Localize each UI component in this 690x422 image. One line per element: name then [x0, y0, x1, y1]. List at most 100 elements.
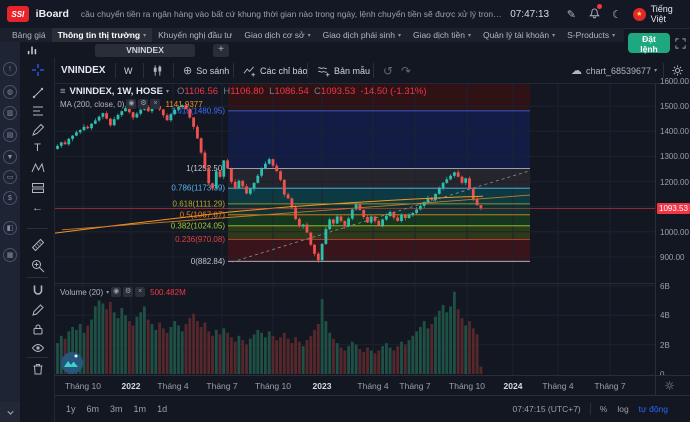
- time-axis-label: Tháng 7: [594, 381, 626, 391]
- candle-style-icon[interactable]: [151, 58, 168, 83]
- chart-panel-icon[interactable]: [26, 44, 40, 57]
- volume-axis-label: 6B: [660, 281, 670, 291]
- undo-icon[interactable]: ↺: [383, 63, 394, 78]
- ma-eye-icon[interactable]: ◉: [126, 99, 137, 109]
- notification-bell-icon[interactable]: [587, 4, 603, 22]
- chart-pane[interactable]: 1.618(1480.95) 1(1252.50) 0.786(1173.39) 0.…: [55, 84, 655, 376]
- place-order-button[interactable]: Đặt lệnh: [628, 33, 670, 54]
- ma-close-icon[interactable]: ×: [150, 99, 161, 109]
- range-button-3m[interactable]: 3m: [110, 404, 123, 414]
- chart-bottom-bar: 1y 6m 3m 1m 1d 07:47:15 (UTC+7) % log tự độn…: [55, 395, 690, 422]
- axis-settings-corner: [655, 375, 690, 395]
- symbol-button[interactable]: VNINDEX: [61, 65, 106, 76]
- remove-drawings-icon[interactable]: [30, 362, 45, 377]
- dark-mode-moon-icon[interactable]: ☾: [611, 8, 622, 21]
- time-axis[interactable]: Tháng 10 2022 Tháng 4 Tháng 7 Tháng 10 2023 Th…: [55, 375, 655, 395]
- drawing-mode-icon[interactable]: [30, 303, 45, 318]
- volume-settings-icon[interactable]: ⚙: [123, 287, 134, 297]
- chart-layout-button[interactable]: ☁ chart_68539677 ▾: [571, 65, 658, 77]
- magnet-icon[interactable]: [30, 284, 45, 299]
- menu-item-1[interactable]: Bảng giá: [12, 30, 46, 40]
- menu-item-5[interactable]: Giao dịch phái sinh ▾: [322, 30, 401, 40]
- alert-icon[interactable]: !: [3, 62, 17, 76]
- range-button-6m[interactable]: 6m: [86, 404, 100, 414]
- range-button-1y[interactable]: 1y: [66, 404, 76, 414]
- language-label[interactable]: Tiếng Việt: [650, 4, 673, 24]
- range-button-1m[interactable]: 1m: [133, 404, 147, 414]
- volume-eye-icon[interactable]: ◉: [111, 287, 122, 297]
- zoom-in-icon[interactable]: [30, 259, 45, 274]
- language-flag-icon[interactable]: ★: [632, 7, 646, 21]
- interval-button[interactable]: W: [124, 65, 133, 76]
- add-tab-button[interactable]: +: [213, 44, 229, 57]
- volume-label[interactable]: Volume (20): [60, 287, 104, 297]
- crosshair-icon[interactable]: [30, 63, 45, 78]
- watchlist-chart-icon[interactable]: ▤: [3, 128, 17, 142]
- fib-retracement-icon[interactable]: [30, 104, 45, 119]
- menu-item-4[interactable]: Giao dịch cơ sở ▾: [244, 30, 311, 40]
- pen-icon[interactable]: ✎: [566, 8, 576, 21]
- trendline-icon[interactable]: [30, 86, 45, 101]
- brush-icon[interactable]: [30, 123, 45, 138]
- templates-icon: [318, 67, 330, 77]
- text-tool-icon[interactable]: T: [34, 142, 41, 154]
- position-tool-icon[interactable]: [30, 181, 45, 196]
- left-sidebar: ! ◍ ▥ ▤ ▼ ▭ $ ◧ ▦: [0, 42, 20, 422]
- tab-vnindex[interactable]: VNINDEX: [95, 44, 195, 57]
- svg-text:1.618(1480.95): 1.618(1480.95): [171, 106, 226, 115]
- volume-axis-label: 2B: [660, 340, 670, 350]
- menu-item-9[interactable]: Dịch vụ & Tiện ích▾: [621, 28, 624, 42]
- widgets-icon[interactable]: ▦: [3, 248, 17, 262]
- arrow-tool-icon[interactable]: ←: [32, 202, 43, 214]
- menu-item-2[interactable]: Thông tin thị trường ▾: [51, 28, 153, 42]
- time-axis-label: Tháng 10: [65, 381, 101, 391]
- indicators-icon: [243, 66, 256, 77]
- redo-icon[interactable]: ↷: [401, 63, 412, 78]
- sidebar-scroll-down-icon[interactable]: [0, 402, 20, 422]
- ma-settings-icon[interactable]: ⚙: [138, 99, 149, 109]
- ma-label[interactable]: MA (200, close, 0): [60, 99, 125, 109]
- toolbar-separator: [27, 277, 48, 278]
- log-scale-button[interactable]: log: [617, 404, 629, 414]
- range-button-1d[interactable]: 1d: [157, 404, 168, 414]
- svg-text:0(882.84): 0(882.84): [191, 257, 226, 266]
- volume-chevron-icon[interactable]: ▾: [106, 289, 110, 296]
- filter-icon[interactable]: ▼: [3, 150, 17, 164]
- reports-icon[interactable]: ◧: [3, 221, 17, 235]
- percent-scale-button[interactable]: %: [599, 404, 608, 414]
- compare-icon: ⊕: [183, 65, 193, 77]
- legend-menu-icon[interactable]: ≡: [60, 86, 66, 97]
- symbol-legend: ≡ VNINDEX, 1W, HOSE ▾ O1106.56 H1106.80 …: [60, 86, 427, 97]
- volume-close-icon[interactable]: ×: [135, 287, 146, 297]
- axis-gear-icon[interactable]: [664, 380, 675, 391]
- price-volume-chart[interactable]: 1.618(1480.95) 1(1252.50) 0.786(1173.39) 0.…: [55, 84, 655, 376]
- templates-button[interactable]: Bản mẫu: [317, 58, 370, 83]
- time-axis-label: Tháng 4: [542, 381, 574, 391]
- ma-value: 1141.9377: [165, 99, 203, 109]
- chart-settings-gear-icon[interactable]: [671, 58, 688, 83]
- ssi-logo[interactable]: SSI: [7, 6, 29, 22]
- time-axis-label: Tháng 10: [449, 381, 485, 391]
- xabcd-pattern-icon[interactable]: [30, 161, 45, 176]
- expand-layout-icon[interactable]: [674, 37, 687, 50]
- menu-item-8[interactable]: S-Products ▾: [567, 30, 616, 40]
- menu-item-6[interactable]: Giao dịch tiền ▾: [412, 30, 471, 40]
- menu-item-7[interactable]: Quản lý tài khoản ▾: [482, 30, 556, 40]
- price-axis[interactable]: 1600.00 1500.00 1400.00 1300.00 1200.00 1000.…: [655, 77, 690, 379]
- ruler-icon[interactable]: [30, 238, 45, 253]
- indicators-button[interactable]: Các chỉ báo: [243, 58, 308, 83]
- hide-drawings-icon[interactable]: [30, 341, 45, 356]
- legend-chevron-icon[interactable]: ▾: [165, 89, 169, 95]
- menu-item-3[interactable]: Khuyến nghị đầu tư: [158, 30, 233, 40]
- auto-scale-button[interactable]: tự động: [638, 404, 668, 414]
- market-stats-icon[interactable]: ▥: [3, 106, 17, 120]
- ssi-logo-text: SSI: [11, 9, 25, 19]
- news-icon[interactable]: ▭: [3, 170, 17, 184]
- chevron-down-icon: ▾: [654, 68, 658, 74]
- globe-icon[interactable]: ◍: [3, 85, 17, 99]
- chart-clock[interactable]: 07:47:15 (UTC+7): [512, 404, 581, 414]
- lock-drawings-icon[interactable]: [30, 322, 45, 337]
- legend-title[interactable]: VNINDEX, 1W, HOSE: [69, 86, 163, 97]
- compare-button[interactable]: ⊕ So sánh: [183, 65, 230, 77]
- assets-icon[interactable]: $: [3, 191, 17, 205]
